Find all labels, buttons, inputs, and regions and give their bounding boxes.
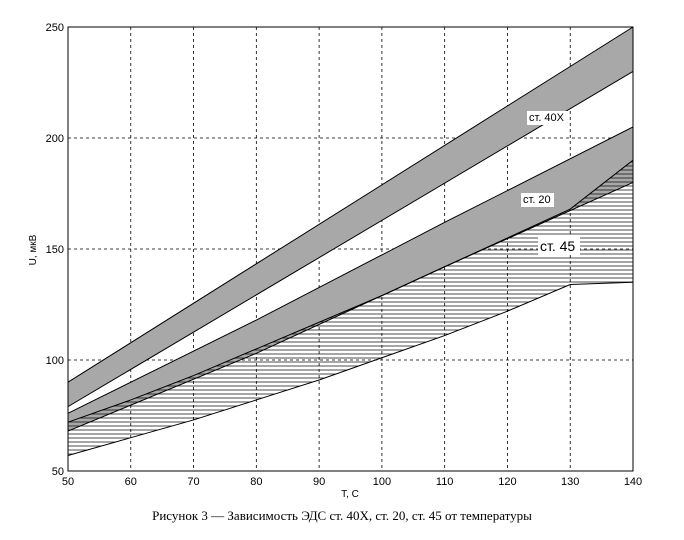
band-lower-line [67,70,634,408]
band-ст-40Х [68,27,633,407]
x-tick-label: 70 [187,476,199,488]
series-label-background [521,193,554,207]
x-tick-label: 60 [125,476,137,488]
x-axis-label: T, C [341,489,359,500]
y-tick-label: 250 [46,22,64,34]
tick-labels: 50 60 70 80 90 100 110 120 130 140 50 100 150 200 250 [46,22,643,488]
x-tick-label: 100 [373,476,391,488]
y-tick-label: 200 [46,133,64,145]
series-label-background [527,111,569,125]
band-lower-line [67,281,634,456]
x-tick-label: 140 [624,476,642,488]
band-upper-line [67,126,634,414]
series-label-background [538,237,580,255]
band-ст-45 [68,160,633,456]
x-tick-label: 90 [313,476,325,488]
plot-frame [67,26,634,472]
x-tick-label: 130 [561,476,579,488]
x-tick-label: 120 [498,476,516,488]
x-tick-label: 50 [62,476,74,488]
y-axis-label: U, мкВ [28,234,39,265]
band-upper-line [67,159,634,423]
y-tick-label: 100 [46,355,64,367]
series-label: ст. 40Х [529,112,565,124]
band-upper-line [67,26,634,383]
x-tick-label: 110 [436,476,454,488]
y-tick-label: 50 [52,466,64,478]
series-label: ст. 45 [540,238,575,254]
band-ст-20 [68,126,633,432]
data-bands [67,26,634,456]
series-label: ст. 20 [523,194,551,206]
y-tick-label: 150 [46,244,64,256]
x-tick-label: 80 [250,476,262,488]
series-labels: ст. 40Х ст. 20 ст. 45 [521,111,580,255]
figure-caption: Рисунок 3 — Зависимость ЭДС ст. 40Х, ст.… [152,508,532,523]
